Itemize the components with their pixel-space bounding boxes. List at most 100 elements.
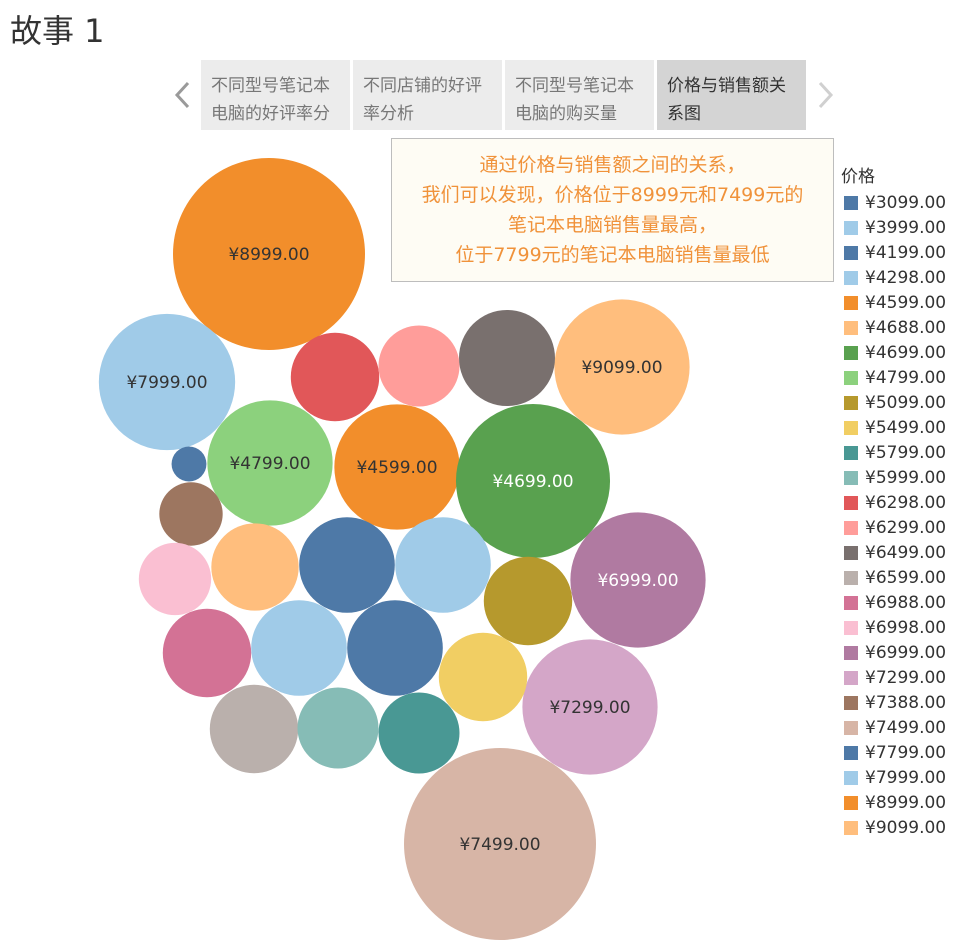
legend-item[interactable]: ¥4599.00 xyxy=(841,290,946,315)
legend-item[interactable]: ¥5999.00 xyxy=(841,465,946,490)
legend-item[interactable]: ¥4699.00 xyxy=(841,340,946,365)
bubble[interactable] xyxy=(570,512,706,648)
tab-model-purchases[interactable]: 不同型号笔记本电脑的购买量 xyxy=(505,60,654,130)
legend-swatch xyxy=(844,520,858,535)
bubble[interactable] xyxy=(378,692,460,774)
legend-item[interactable]: ¥4688.00 xyxy=(841,315,946,340)
bubble[interactable] xyxy=(209,684,299,774)
legend-item[interactable]: ¥6499.00 xyxy=(841,540,946,565)
legend-label: ¥6988.00 xyxy=(865,592,947,613)
bubble[interactable] xyxy=(334,404,460,530)
bubble[interactable] xyxy=(522,639,658,775)
legend-item[interactable]: ¥7799.00 xyxy=(841,740,946,765)
bubble[interactable] xyxy=(207,400,333,526)
legend-swatch xyxy=(844,745,858,760)
legend-item[interactable]: ¥9099.00 xyxy=(841,815,946,840)
legend-item[interactable]: ¥6999.00 xyxy=(841,640,946,665)
legend-swatch xyxy=(844,670,858,685)
legend-swatch xyxy=(844,770,858,785)
legend-swatch xyxy=(844,595,858,610)
legend-swatch xyxy=(844,295,858,310)
legend-item[interactable]: ¥7388.00 xyxy=(841,690,946,715)
legend-item[interactable]: ¥6599.00 xyxy=(841,565,946,590)
bubble[interactable] xyxy=(455,403,611,559)
legend-label: ¥5099.00 xyxy=(865,392,947,413)
legend-label: ¥5999.00 xyxy=(865,467,947,488)
bubble[interactable] xyxy=(347,600,443,696)
legend-swatch xyxy=(844,620,858,635)
legend-item[interactable]: ¥4799.00 xyxy=(841,365,946,390)
legend-item[interactable]: ¥3999.00 xyxy=(841,215,946,240)
legend-label: ¥4799.00 xyxy=(865,367,947,388)
bubble[interactable] xyxy=(98,313,236,451)
legend-label: ¥8999.00 xyxy=(865,792,947,813)
annotation-line: 位于7799元的笔记本电脑销售量最低 xyxy=(455,244,770,266)
bubble[interactable] xyxy=(211,523,299,611)
annotation-box: 通过价格与销售额之间的关系， 我们可以发现，价格位于8999元和7499元的 笔… xyxy=(391,138,834,282)
legend-title: 价格 xyxy=(841,167,875,187)
bubble-label: ¥7299.00 xyxy=(549,698,630,718)
bubble[interactable] xyxy=(159,482,223,546)
bubble-label: ¥9099.00 xyxy=(581,358,662,378)
legend-swatch xyxy=(844,245,858,260)
legend-item[interactable]: ¥6299.00 xyxy=(841,515,946,540)
legend-label: ¥4688.00 xyxy=(865,317,947,338)
bubble[interactable] xyxy=(554,299,690,435)
legend-label: ¥4599.00 xyxy=(865,292,947,313)
legend-item[interactable]: ¥4199.00 xyxy=(841,240,946,265)
legend-swatch xyxy=(844,570,858,585)
legend-item[interactable]: ¥6298.00 xyxy=(841,490,946,515)
tab-shop-rating[interactable]: 不同店铺的好评率分析 xyxy=(353,60,502,130)
legend-item[interactable]: ¥3099.00 xyxy=(841,190,946,215)
legend-label: ¥7388.00 xyxy=(865,692,947,713)
legend-swatch xyxy=(844,195,858,210)
bubble[interactable] xyxy=(395,517,491,613)
legend-item[interactable]: ¥7499.00 xyxy=(841,715,946,740)
legend-label: ¥3999.00 xyxy=(865,217,947,238)
tab-model-rating[interactable]: 不同型号笔记本电脑的好评率分 xyxy=(201,60,350,130)
bubble[interactable] xyxy=(378,325,460,407)
legend-swatch xyxy=(844,420,858,435)
legend-label: ¥4199.00 xyxy=(865,242,947,263)
legend-item[interactable]: ¥7999.00 xyxy=(841,765,946,790)
legend: 价格 ¥3099.00 ¥3999.00 ¥4199.00 ¥4298.00 ¥4599… xyxy=(841,162,946,840)
bubble[interactable] xyxy=(162,608,252,698)
bubble[interactable] xyxy=(138,542,212,616)
bubble[interactable] xyxy=(404,748,596,940)
legend-item[interactable]: ¥5499.00 xyxy=(841,415,946,440)
story-title: 故事 1 xyxy=(10,12,105,50)
bubble-label: ¥6999.00 xyxy=(597,571,678,591)
legend-item[interactable]: ¥5099.00 xyxy=(841,390,946,415)
tab-label: 价格与销售额关系图 xyxy=(667,76,786,124)
chevron-left-icon[interactable] xyxy=(172,78,194,112)
tab-label: 不同店铺的好评率分析 xyxy=(363,76,482,124)
legend-item[interactable]: ¥6998.00 xyxy=(841,615,946,640)
bubble-label: ¥8999.00 xyxy=(228,245,309,265)
legend-item[interactable]: ¥5799.00 xyxy=(841,440,946,465)
legend-swatch xyxy=(844,370,858,385)
legend-label: ¥7799.00 xyxy=(865,742,947,763)
legend-item[interactable]: ¥4298.00 xyxy=(841,265,946,290)
bubble[interactable] xyxy=(459,310,555,406)
legend-swatch xyxy=(844,220,858,235)
tab-price-sales[interactable]: 价格与销售额关系图 xyxy=(657,60,806,130)
bubble-label: ¥4799.00 xyxy=(229,454,310,474)
legend-item[interactable]: ¥6988.00 xyxy=(841,590,946,615)
legend-item[interactable]: ¥7299.00 xyxy=(841,665,946,690)
bubble[interactable] xyxy=(173,158,365,350)
bubble[interactable] xyxy=(438,632,528,722)
legend-swatch xyxy=(844,695,858,710)
legend-label: ¥4699.00 xyxy=(865,342,947,363)
legend-swatch xyxy=(844,320,858,335)
bubble[interactable] xyxy=(251,600,347,696)
legend-item[interactable]: ¥8999.00 xyxy=(841,790,946,815)
legend-label: ¥4298.00 xyxy=(865,267,947,288)
bubble[interactable] xyxy=(171,446,207,482)
bubble[interactable] xyxy=(297,687,379,769)
bubble[interactable] xyxy=(299,517,395,613)
bubble-label: ¥4599.00 xyxy=(356,458,437,478)
chevron-right-icon[interactable] xyxy=(814,78,836,112)
bubble[interactable] xyxy=(483,556,573,646)
bubble[interactable] xyxy=(290,332,380,422)
